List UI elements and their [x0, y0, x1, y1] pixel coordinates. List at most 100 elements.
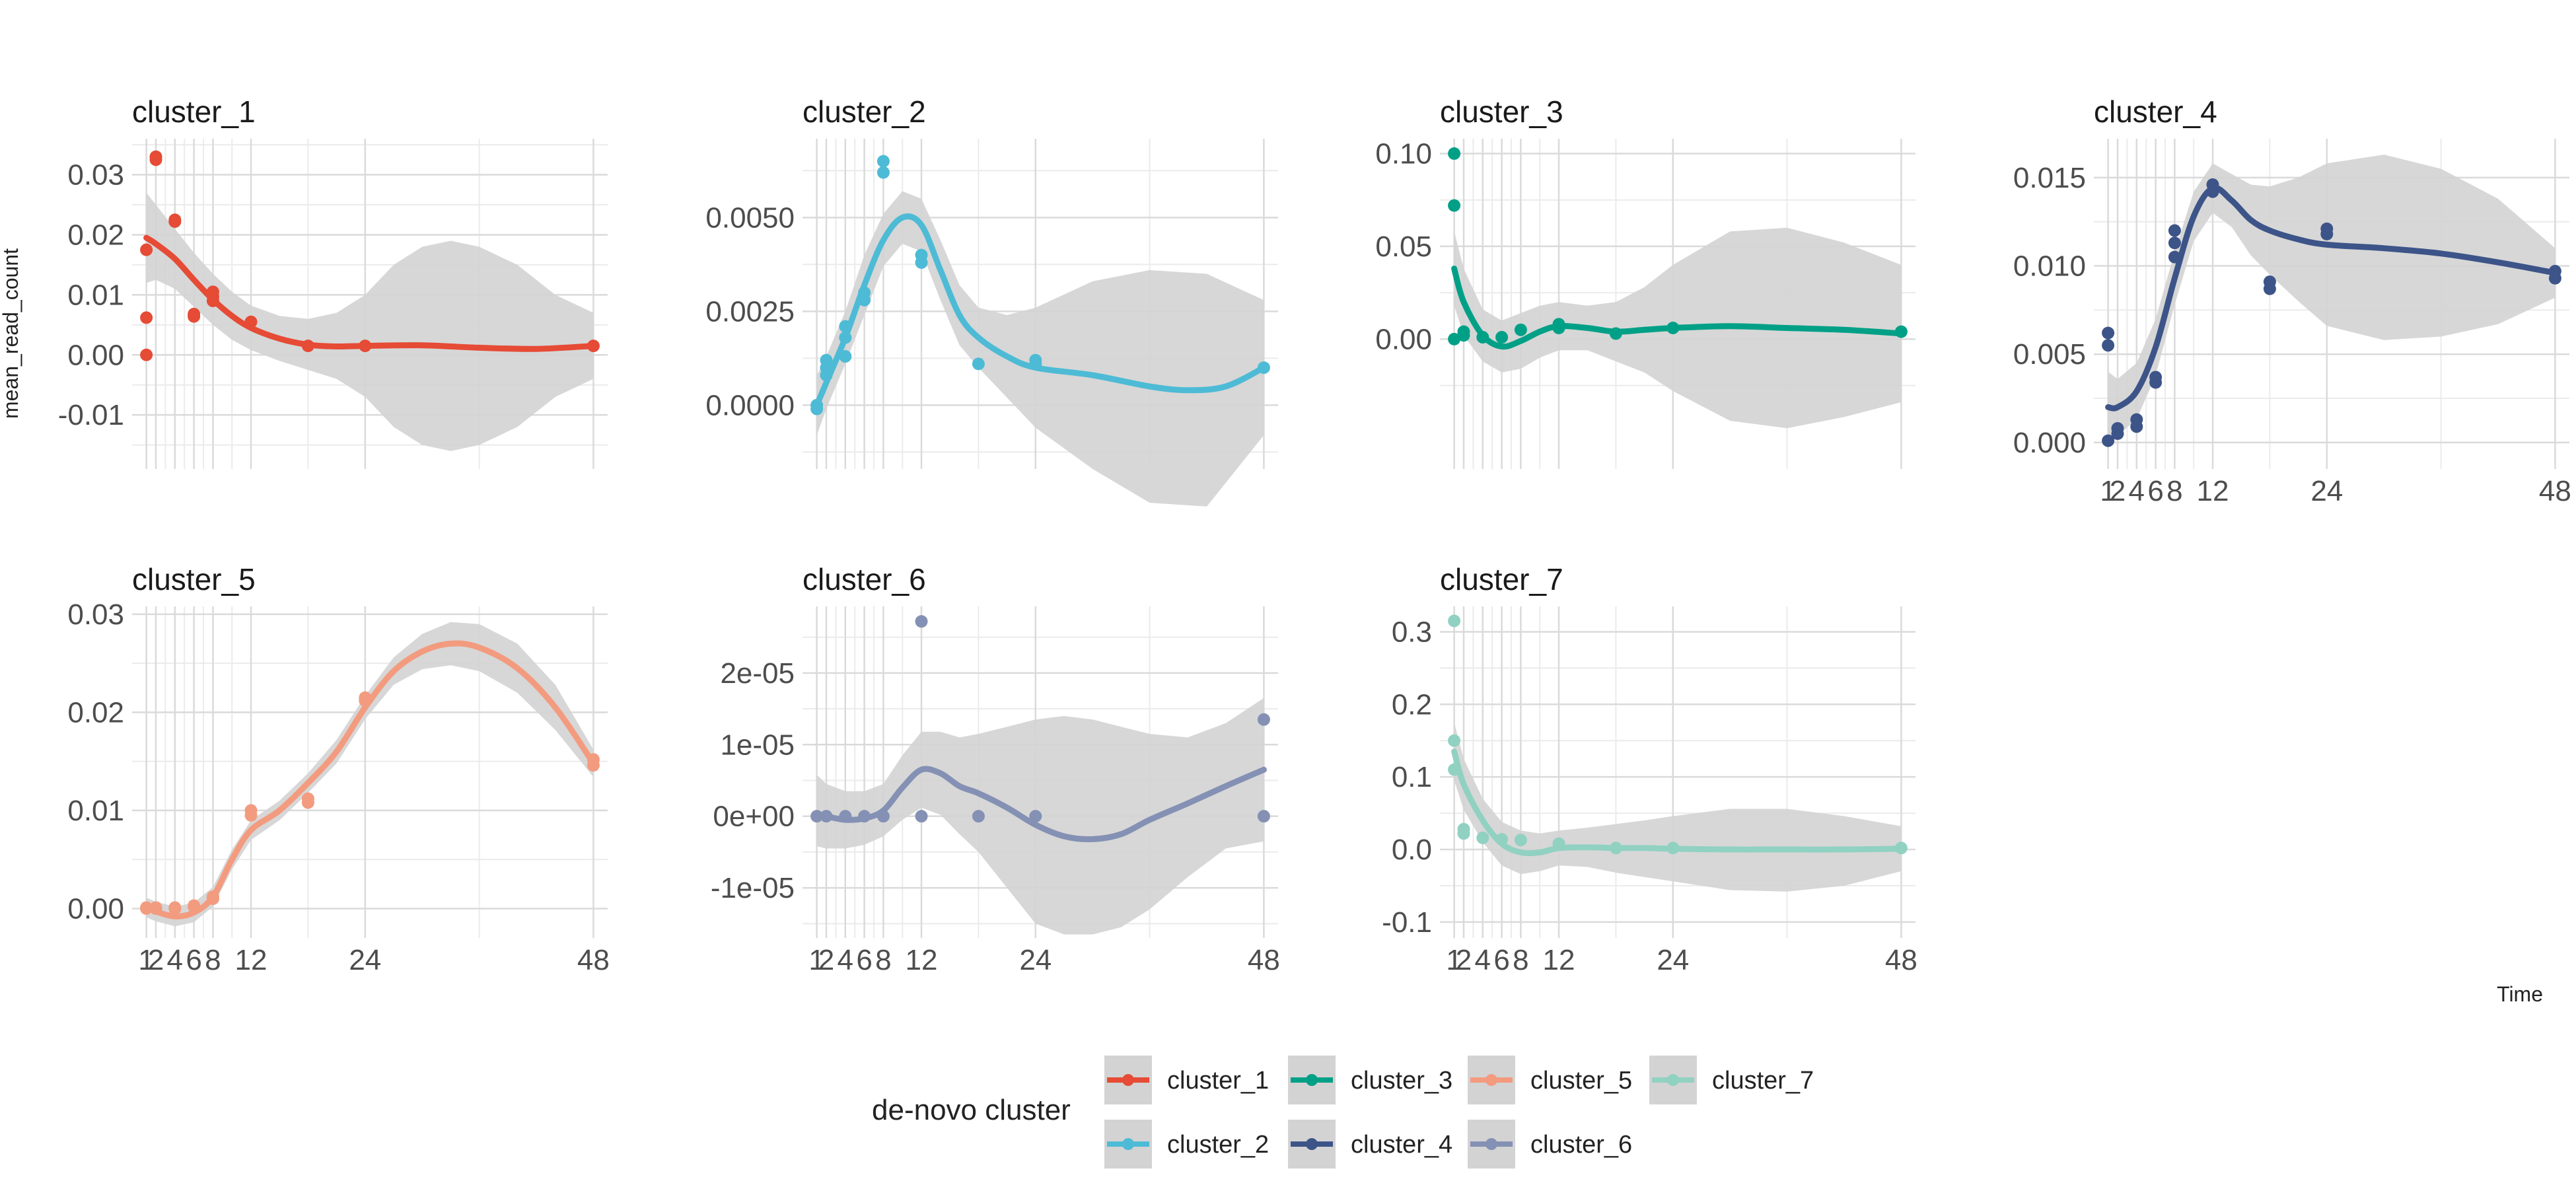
y-tick-label: 0.00 — [67, 339, 124, 371]
data-point — [2320, 227, 2334, 240]
legend-label: cluster_2 — [1167, 1131, 1269, 1159]
x-tick-label: 8 — [205, 944, 221, 976]
y-tick-label: 0.01 — [67, 795, 124, 827]
data-point — [1448, 734, 1461, 747]
x-tick-label: 12 — [1543, 944, 1575, 976]
y-tick-label: 0.0 — [1392, 834, 1432, 866]
legend-label: cluster_7 — [1712, 1067, 1814, 1095]
x-tick-label: 2 — [148, 944, 164, 976]
data-point — [140, 311, 153, 324]
facet-title: cluster_5 — [132, 562, 256, 596]
x-tick-label: 1 — [808, 944, 824, 976]
data-point — [301, 796, 314, 809]
legend-item-cluster_5: cluster_5 — [1468, 1056, 1632, 1104]
legend-item-cluster_7: cluster_7 — [1649, 1056, 1814, 1104]
data-point — [2168, 236, 2181, 250]
y-tick-label: 0.2 — [1392, 688, 1432, 721]
data-point — [1257, 713, 1270, 726]
fit-line — [814, 766, 1267, 843]
fit-line — [2105, 184, 2558, 412]
data-point — [2263, 282, 2276, 295]
y-tick-label: 0.02 — [67, 219, 124, 251]
x-axis-label: Time — [2497, 982, 2543, 1006]
x-tick-label: 6 — [1493, 944, 1509, 976]
legend-item-cluster_4: cluster_4 — [1288, 1120, 1452, 1169]
data-point — [168, 902, 182, 915]
y-tick-label: 0.0025 — [705, 295, 795, 328]
legend-item-cluster_1: cluster_1 — [1104, 1056, 1269, 1104]
x-tick-label: 12 — [235, 944, 268, 976]
y-tick-label: -0.01 — [58, 399, 124, 431]
y-tick-label: 0.00 — [1375, 323, 1432, 355]
x-tick-label: 48 — [577, 944, 610, 976]
data-point — [1257, 810, 1270, 823]
y-tick-label: 2e-05 — [720, 657, 795, 690]
facet-cluster_2: 0.0000 0.0025 0.0050 cluster_2 — [705, 94, 1278, 507]
y-axis-label: mean_read_count — [0, 248, 22, 419]
data-point — [1448, 147, 1461, 160]
y-tick-label: 0.000 — [2013, 427, 2086, 459]
y-tick-label: 0.0050 — [705, 201, 795, 234]
data-point — [149, 153, 162, 166]
x-tick-label: 6 — [186, 944, 201, 976]
legend-point — [1306, 1074, 1318, 1086]
legend-point — [1122, 1138, 1134, 1150]
x-tick-label: 6 — [856, 944, 872, 976]
legend: de-novo cluster cluster_1 cluster_3 cluste… — [872, 1056, 1814, 1169]
data-point — [877, 155, 890, 168]
data-point — [188, 310, 201, 323]
legend-label: cluster_4 — [1351, 1131, 1452, 1159]
fit-line — [1451, 266, 1904, 350]
x-tick-label: 12 — [906, 944, 938, 976]
y-tick-label: -1e-05 — [711, 872, 795, 904]
y-tick-label: 0.01 — [67, 279, 124, 311]
legend-point — [1485, 1138, 1497, 1150]
data-point — [2102, 326, 2115, 340]
facet-title: cluster_3 — [1440, 94, 1563, 129]
legend-label: cluster_3 — [1351, 1067, 1452, 1095]
data-point — [1457, 827, 1470, 840]
x-tick-label: 4 — [167, 944, 183, 976]
x-tick-label: 48 — [1248, 944, 1280, 976]
facet-panels: -0.010.000.010.020.03cluster_10.00000.00… — [58, 94, 2571, 976]
x-tick-label: 8 — [2166, 475, 2182, 507]
data-point — [140, 348, 153, 361]
x-tick-label: 48 — [1885, 944, 1917, 976]
y-tick-label: 0.010 — [2013, 250, 2086, 283]
x-tick-label: 8 — [875, 944, 891, 976]
facet-title: cluster_2 — [803, 94, 926, 129]
y-tick-label: 0.1 — [1392, 761, 1432, 793]
data-point — [140, 243, 153, 256]
data-point — [1029, 810, 1042, 823]
legend-item-cluster_3: cluster_3 — [1288, 1056, 1452, 1104]
x-tick-label: 4 — [838, 944, 853, 976]
data-point — [972, 357, 985, 371]
x-tick-label: 2 — [1456, 944, 1472, 976]
x-tick-label: 8 — [1513, 944, 1528, 976]
data-point — [810, 402, 824, 415]
x-tick-label: 1 — [1446, 944, 1462, 976]
legend-label: cluster_5 — [1530, 1067, 1632, 1095]
data-point — [1514, 834, 1527, 847]
fit-line — [143, 640, 596, 919]
x-tick-label: 48 — [2539, 475, 2571, 507]
data-point — [2102, 434, 2115, 447]
facet-title: cluster_7 — [1440, 562, 1563, 596]
y-tick-label: 0.02 — [67, 696, 124, 729]
data-point — [972, 810, 985, 823]
data-point — [2111, 427, 2124, 441]
legend-point — [1667, 1074, 1679, 1086]
y-tick-label: 0.015 — [2013, 162, 2086, 194]
y-tick-label: -0.1 — [1382, 906, 1432, 939]
confidence-band — [146, 192, 594, 451]
x-tick-label: 1 — [2100, 475, 2116, 507]
data-point — [168, 215, 182, 228]
data-point — [1448, 332, 1461, 345]
facet-title: cluster_4 — [2094, 94, 2217, 129]
